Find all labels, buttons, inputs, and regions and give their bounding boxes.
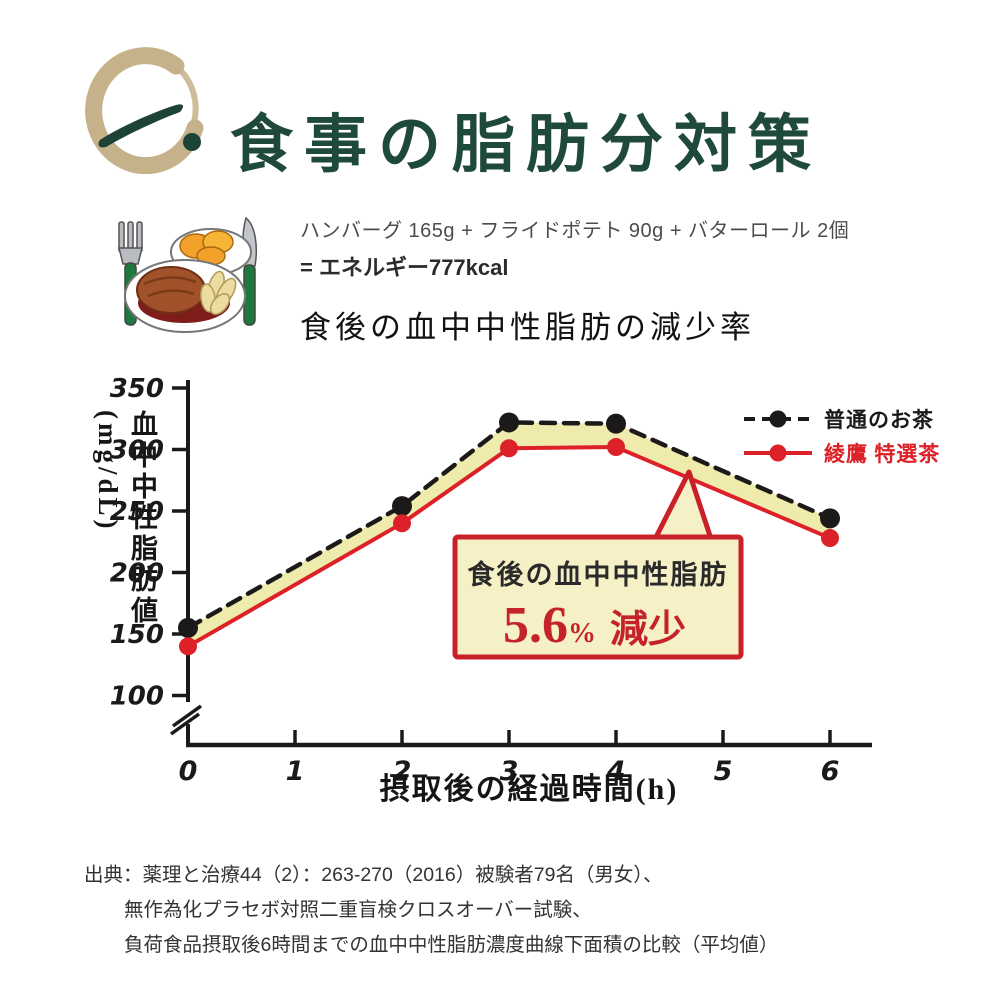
- potato-wedges: [200, 270, 237, 315]
- x-tick-label: 2: [393, 756, 412, 787]
- x-axis-label: 摂取後の経過時間(h): [380, 772, 679, 806]
- annotation-box: [452, 534, 744, 660]
- data-point: [178, 617, 198, 638]
- x-tick-label: 0: [179, 756, 198, 787]
- x-tick-label: 1: [286, 756, 305, 787]
- data-point: [179, 637, 197, 656]
- meal-items-text: ハンバーグ 165g + フライドポテト 90g + バターロール 2個: [300, 220, 850, 242]
- source-line-3: 負荷食品摂取後6時間までの血中中性脂肪濃度曲線下面積の比較（平均値）: [124, 934, 779, 957]
- x-tick-label: 4: [606, 756, 626, 787]
- data-point: [500, 439, 518, 458]
- source-line-1: 出典：薬理と治療44（2）：263-270（2016）被験者79名（男女）、: [84, 864, 663, 886]
- source-line-2: 無作為化プラセボ対照二重盲検クロスオーバー試験、: [124, 899, 592, 922]
- meal-illustration: [118, 216, 258, 333]
- y-tick-label: 200: [110, 559, 164, 589]
- data-point: [393, 514, 411, 533]
- data-point: [392, 496, 412, 517]
- chart-title: 食後の血中中性脂肪の減少率: [300, 310, 755, 345]
- annotation-value: 5.6% 減少: [503, 597, 686, 654]
- data-point: [607, 438, 625, 457]
- meal-energy-text: = エネルギー777kcal: [300, 255, 509, 280]
- page-title: 食事の脂肪分対策: [230, 110, 822, 181]
- x-tick-label: 6: [821, 756, 840, 787]
- data-point: [820, 508, 840, 529]
- annotation-line1: 食後の血中中性脂肪: [468, 559, 729, 590]
- y-tick-label: 150: [110, 620, 164, 650]
- brush-stroke-one: [98, 104, 184, 148]
- brush-dot: [183, 133, 201, 151]
- butter-rolls: [179, 230, 234, 266]
- source-note: 出典：薬理と治療44（2）：263-270（2016）被験者79名（男女）、 無…: [84, 858, 964, 963]
- data-point: [606, 413, 626, 434]
- x-tick-label: 5: [714, 756, 733, 787]
- y-tick-label: 350: [110, 374, 164, 404]
- data-point: [821, 529, 839, 548]
- y-axis-label: 血中中性脂肪値(mg/dL): [93, 410, 157, 627]
- y-tick-label: 250: [110, 497, 164, 527]
- section-one-brush-icon: [85, 47, 204, 175]
- legend-label-1: 綾鷹 特選茶: [824, 442, 940, 466]
- y-tick-label: 100: [110, 682, 164, 712]
- data-point: [499, 412, 519, 433]
- x-tick-label: 3: [500, 756, 519, 787]
- y-tick-label: 300: [110, 436, 164, 466]
- legend-label-0: 普通のお茶: [824, 408, 934, 432]
